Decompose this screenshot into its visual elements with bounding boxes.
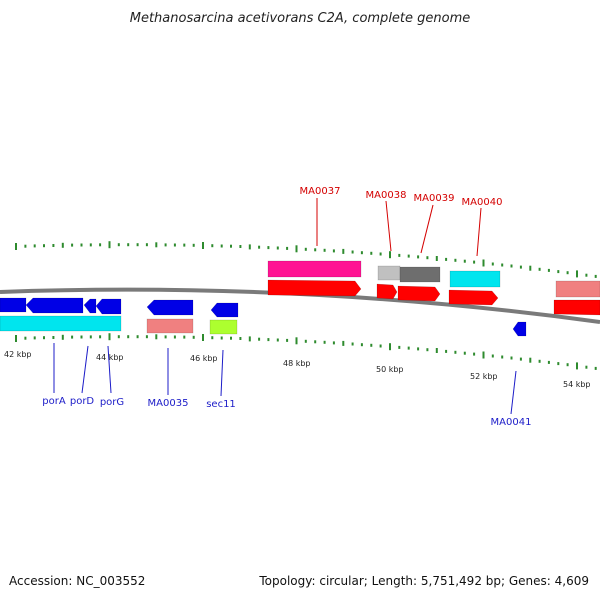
- tick-label-50kbp: 50 kbp: [376, 365, 404, 374]
- gene-label-MA0040[interactable]: MA0040: [462, 197, 503, 208]
- feature-MA0035-blue[interactable]: [146, 299, 194, 316]
- feature-porG-blue[interactable]: [95, 298, 122, 315]
- tick-label-46kbp: 46 kbp: [190, 354, 218, 363]
- feature-MA0038-gray[interactable]: [377, 265, 401, 281]
- gene-label-MA0038[interactable]: MA0038: [366, 190, 407, 201]
- reverse-strand-features: [0, 297, 527, 337]
- gene-label-porD[interactable]: porD: [70, 396, 95, 407]
- accession-text: Accession: NC_003552: [9, 574, 146, 588]
- feature-MA0038-red[interactable]: [376, 283, 398, 300]
- feature-porA-blue-a[interactable]: [0, 297, 27, 313]
- leader-porD: [81, 345, 89, 394]
- forward-strand-features: [267, 260, 600, 316]
- feature-porA-blue-b[interactable]: [25, 297, 84, 314]
- feature-right-salmon[interactable]: [555, 280, 600, 298]
- inner-tick-track: [15, 333, 597, 370]
- leader-MA0038: [385, 200, 392, 252]
- tick-label-48kbp: 48 kbp: [283, 359, 311, 368]
- leader-MA0039: [420, 204, 434, 254]
- genome-summary-text: Topology: circular; Length: 5,751,492 bp…: [259, 574, 589, 588]
- feature-sec11-lime[interactable]: [209, 319, 238, 335]
- feature-sec11-blue[interactable]: [210, 302, 239, 318]
- feature-MA0040-cyan[interactable]: [449, 270, 501, 288]
- tick-label-54kbp: 54 kbp: [563, 380, 591, 389]
- outer-tick-track: [15, 241, 597, 278]
- feature-MA0035-salmon[interactable]: [146, 318, 194, 334]
- feature-MA0037-red[interactable]: [267, 279, 362, 297]
- tick-labels: 42 kbp 44 kbp 46 kbp 48 kbp 50 kbp 52 kb…: [4, 350, 591, 389]
- feature-por-cyan[interactable]: [0, 315, 122, 332]
- gene-label-MA0039[interactable]: MA0039: [414, 193, 455, 204]
- tick-label-52kbp: 52 kbp: [470, 372, 498, 381]
- gene-labels: porA porD porG MA0035 sec11 MA0041 MA003…: [42, 186, 531, 428]
- gene-label-MA0037[interactable]: MA0037: [300, 186, 341, 197]
- tick-label-42kbp: 42 kbp: [4, 350, 32, 359]
- feature-porD-blue[interactable]: [83, 298, 97, 314]
- feature-MA0037-magenta[interactable]: [267, 260, 362, 278]
- gene-label-MA0041[interactable]: MA0041: [491, 417, 532, 428]
- tick-label-44kbp: 44 kbp: [96, 353, 124, 362]
- feature-MA0039-red[interactable]: [397, 285, 441, 302]
- genome-title: Methanosarcina acetivorans C2A, complete…: [130, 11, 471, 26]
- gene-label-MA0035[interactable]: MA0035: [148, 398, 189, 409]
- feature-right-red[interactable]: [553, 299, 600, 316]
- feature-MA0040-red[interactable]: [448, 289, 499, 306]
- leader-MA0040: [476, 207, 482, 257]
- feature-MA0041-blue[interactable]: [512, 321, 527, 337]
- gene-label-sec11[interactable]: sec11: [206, 399, 236, 410]
- feature-MA0039-darkgray[interactable]: [399, 266, 441, 283]
- gene-label-porG[interactable]: porG: [100, 397, 124, 408]
- gene-label-porA[interactable]: porA: [42, 396, 66, 407]
- leader-sec11: [220, 349, 224, 397]
- label-leader-lines: [53, 198, 517, 415]
- leader-porG: [107, 345, 112, 394]
- leader-MA0041: [510, 370, 517, 415]
